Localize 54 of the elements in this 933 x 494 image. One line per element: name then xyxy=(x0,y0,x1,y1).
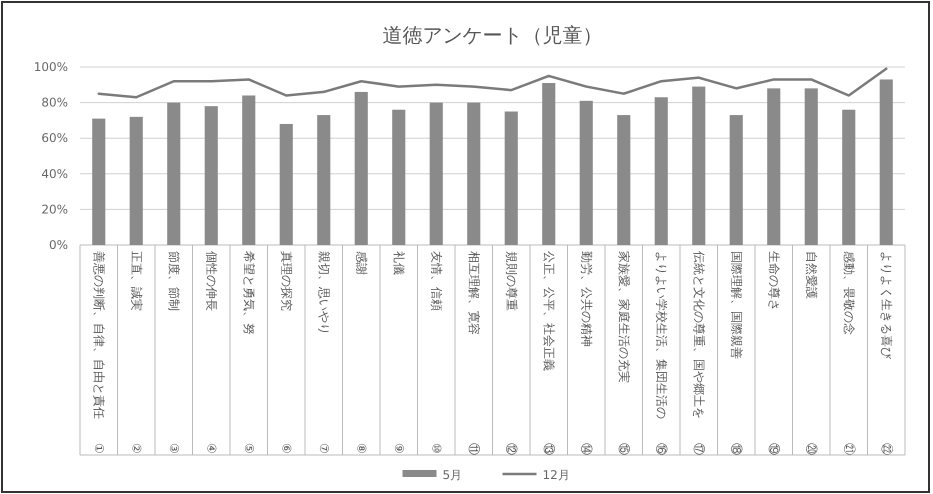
category-label: ⑰伝統と文化の尊重、国や郷土を xyxy=(692,251,706,455)
legend-label: 5月 xyxy=(442,468,462,482)
legend-label: 12月 xyxy=(542,468,570,482)
bar xyxy=(617,115,630,245)
category-label: ⑪相互理解、寛容 xyxy=(466,251,481,455)
bar xyxy=(430,102,443,245)
category-label: ㉑感動、畏敬の念 xyxy=(842,251,856,455)
category-label: ⑫規則の尊重 xyxy=(504,251,518,455)
bar xyxy=(767,88,780,245)
bar xyxy=(692,86,706,245)
bar xyxy=(242,95,256,245)
category-label: ②正直、誠実 xyxy=(129,251,144,454)
bar xyxy=(280,124,293,245)
category-label: ⑬公正、公平、社会正義 xyxy=(542,251,556,455)
bar xyxy=(504,112,518,245)
category-label: ⑳自然愛護 xyxy=(804,251,818,455)
category-label: ⑧感謝 xyxy=(354,251,368,454)
bar xyxy=(580,100,593,245)
bar xyxy=(880,79,893,245)
category-label: ①善悪の判断、自律、自由と責任 xyxy=(92,251,106,454)
bar xyxy=(130,116,143,245)
category-label: ⑭勤労、公共の精神 xyxy=(579,251,594,455)
category-label: ⑥真理の探究 xyxy=(279,251,294,454)
bar xyxy=(392,110,406,245)
bar xyxy=(730,115,743,245)
category-label: ⑩友情、信頼 xyxy=(429,251,444,454)
y-tick-label: 100% xyxy=(34,60,68,74)
bar xyxy=(542,83,556,245)
category-label: ⑮家族愛、家庭生活の充実 xyxy=(616,251,631,455)
category-label: ⑲生命の尊さ xyxy=(766,251,781,455)
y-tick-label: 80% xyxy=(41,96,68,110)
category-label: ④個性の伸長 xyxy=(204,251,218,454)
y-tick-label: 40% xyxy=(41,166,68,181)
y-tick-label: 60% xyxy=(41,131,68,146)
category-label: ⑤希望と勇気、努 xyxy=(242,251,256,454)
bar xyxy=(654,97,668,245)
category-label: ⑯よりよい学校生活、集団生活の xyxy=(654,251,668,455)
line-series xyxy=(98,68,888,99)
bar xyxy=(804,88,818,245)
category-label: ⑦親切、思いやり xyxy=(316,251,331,454)
bar xyxy=(842,110,856,245)
bar xyxy=(167,102,180,245)
category-label: ③節度、節制 xyxy=(166,251,181,454)
chart-title: 道徳アンケート（児童） xyxy=(382,23,602,47)
y-tick-label: 0% xyxy=(48,238,68,252)
bar xyxy=(204,106,218,245)
bar xyxy=(317,115,330,245)
category-label: ㉒よりよく生きる喜び xyxy=(879,251,894,455)
category-label: ⑱国際理解、国際親善 xyxy=(729,251,744,455)
bar xyxy=(354,92,368,245)
bar xyxy=(467,102,480,245)
y-tick-label: 20% xyxy=(41,202,68,216)
category-label: ⑨礼儀 xyxy=(392,251,406,454)
bar xyxy=(92,118,106,245)
